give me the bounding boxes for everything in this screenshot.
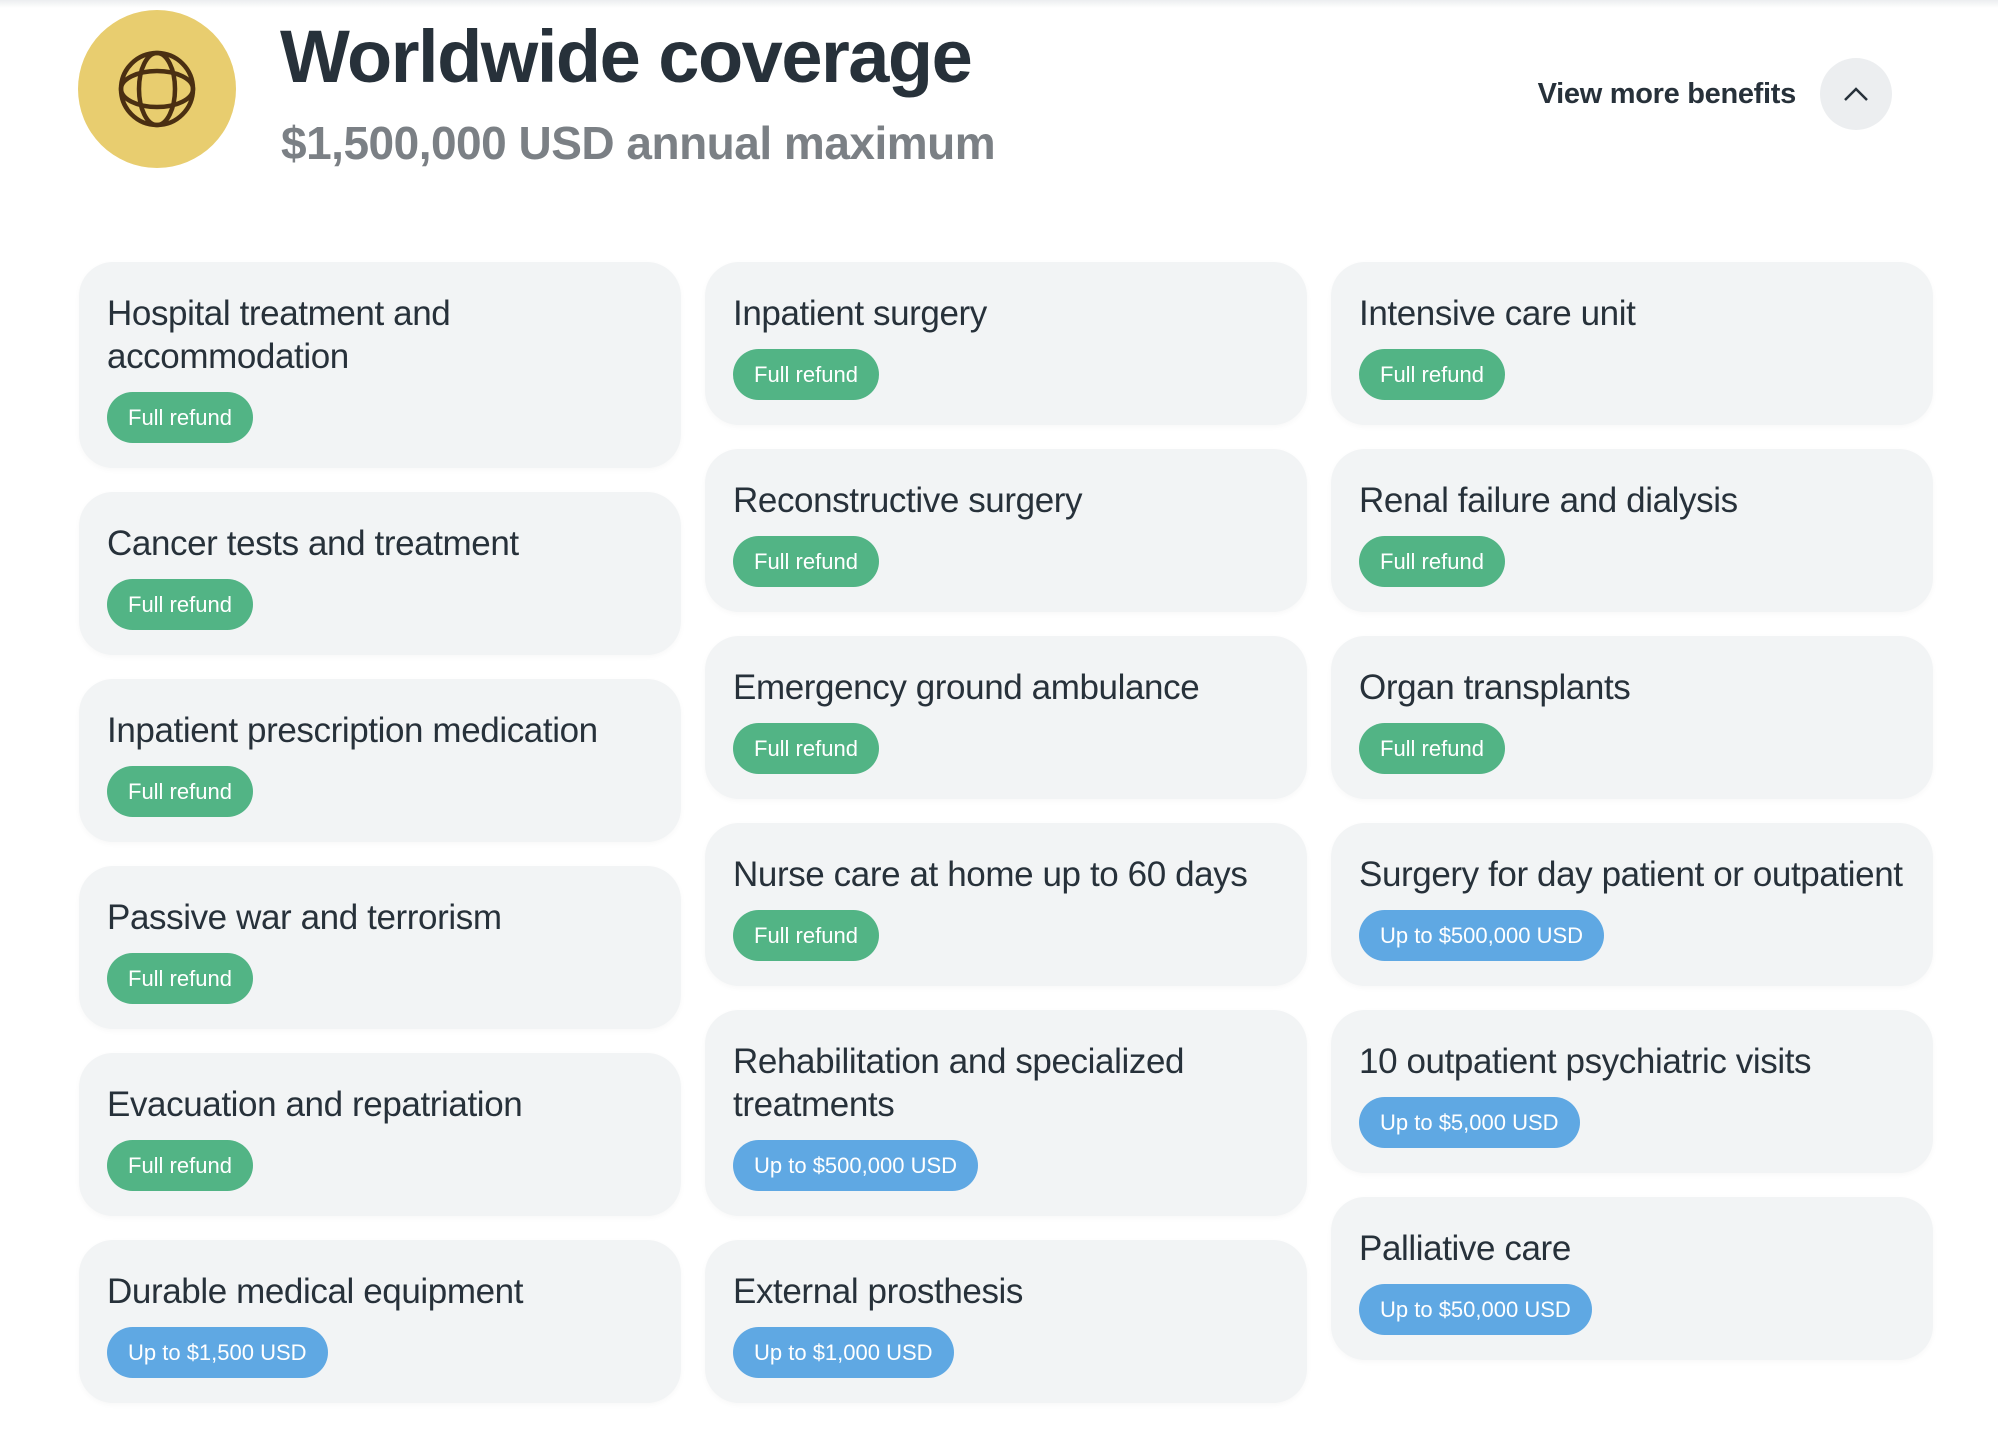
view-more-benefits-label[interactable]: View more benefits bbox=[1537, 77, 1797, 110]
benefit-title: Hospital treatment and accommodation bbox=[107, 294, 451, 376]
benefit-card: Rehabilitation and specialized treatment… bbox=[705, 1010, 1307, 1216]
benefit-title: Emergency ground ambulance bbox=[733, 668, 1200, 707]
full-refund-badge: Full refund bbox=[107, 392, 253, 443]
benefit-title: Palliative care bbox=[1359, 1229, 1571, 1268]
benefit-card: Durable medical equipment Up to $1,500 US… bbox=[79, 1240, 681, 1403]
benefits-grid: Hospital treatment and accommodation Full… bbox=[79, 262, 1933, 1403]
benefit-title: Cancer tests and treatment bbox=[107, 524, 519, 563]
benefit-card: Evacuation and repatriation Full refund bbox=[79, 1053, 681, 1216]
coverage-limit-badge: Up to $1,500 USD bbox=[107, 1327, 328, 1378]
benefit-title: Organ transplants bbox=[1359, 668, 1631, 707]
benefit-card: Surgery for day patient or outpatient Up … bbox=[1331, 823, 1933, 986]
benefit-title: Passive war and terrorism bbox=[107, 898, 502, 937]
full-refund-badge: Full refund bbox=[733, 536, 879, 587]
annual-maximum: $1,500,000 USD annual maximum bbox=[281, 117, 996, 169]
benefits-column: Intensive care unit Full refund Renal fail… bbox=[1331, 262, 1933, 1360]
chevron-up-icon bbox=[1844, 87, 1868, 101]
benefit-card: Passive war and terrorism Full refund bbox=[79, 866, 681, 1029]
coverage-limit-badge: Up to $50,000 USD bbox=[1359, 1284, 1592, 1335]
benefit-title: Renal failure and dialysis bbox=[1359, 481, 1738, 520]
collapse-button[interactable] bbox=[1820, 58, 1892, 130]
full-refund-badge: Full refund bbox=[107, 953, 253, 1004]
full-refund-badge: Full refund bbox=[107, 579, 253, 630]
benefit-title: Reconstructive surgery bbox=[733, 481, 1083, 520]
benefit-title: Durable medical equipment bbox=[107, 1272, 524, 1311]
full-refund-badge: Full refund bbox=[733, 349, 879, 400]
full-refund-badge: Full refund bbox=[107, 766, 253, 817]
globe-icon-badge bbox=[78, 10, 236, 168]
full-refund-badge: Full refund bbox=[1359, 349, 1505, 400]
coverage-limit-badge: Up to $5,000 USD bbox=[1359, 1097, 1580, 1148]
view-more-benefits-toggle[interactable]: View more benefits bbox=[1538, 58, 1892, 130]
benefit-title: 10 outpatient psychiatric visits bbox=[1359, 1042, 1812, 1081]
globe-icon bbox=[118, 50, 196, 128]
full-refund-badge: Full refund bbox=[733, 910, 879, 961]
benefit-card: Nurse care at home up to 60 days Full ref… bbox=[705, 823, 1307, 986]
benefit-card: Renal failure and dialysis Full refund bbox=[1331, 449, 1933, 612]
full-refund-badge: Full refund bbox=[1359, 536, 1505, 587]
benefit-card: Hospital treatment and accommodation Full… bbox=[79, 262, 681, 468]
benefit-card: 10 outpatient psychiatric visits Up to $5… bbox=[1331, 1010, 1933, 1173]
benefits-column: Inpatient surgery Full refund Reconstructi… bbox=[705, 262, 1307, 1403]
coverage-limit-badge: Up to $500,000 USD bbox=[1359, 910, 1605, 961]
benefit-title: Intensive care unit bbox=[1359, 294, 1636, 333]
full-refund-badge: Full refund bbox=[107, 1140, 253, 1191]
benefit-title: Evacuation and repatriation bbox=[107, 1085, 523, 1124]
benefit-card: External prosthesis Up to $1,000 USD bbox=[705, 1240, 1307, 1403]
full-refund-badge: Full refund bbox=[1359, 723, 1505, 774]
page-title: Worldwide coverage bbox=[280, 15, 973, 98]
benefit-title: Nurse care at home up to 60 days bbox=[733, 855, 1248, 894]
coverage-limit-badge: Up to $500,000 USD bbox=[733, 1140, 979, 1191]
benefit-card: Cancer tests and treatment Full refund bbox=[79, 492, 681, 655]
benefit-title: External prosthesis bbox=[733, 1272, 1024, 1311]
benefit-card: Reconstructive surgery Full refund bbox=[705, 449, 1307, 612]
coverage-limit-badge: Up to $1,000 USD bbox=[733, 1327, 954, 1378]
benefit-title: Surgery for day patient or outpatient bbox=[1359, 855, 1903, 894]
benefits-column: Hospital treatment and accommodation Full… bbox=[79, 262, 681, 1403]
benefit-card: Palliative care Up to $50,000 USD bbox=[1331, 1197, 1933, 1360]
benefit-card: Inpatient surgery Full refund bbox=[705, 262, 1307, 425]
benefit-card: Inpatient prescription medication Full re… bbox=[79, 679, 681, 842]
top-edge-shadow bbox=[0, 0, 1998, 8]
benefit-card: Organ transplants Full refund bbox=[1331, 636, 1933, 799]
benefit-title: Inpatient surgery bbox=[733, 294, 987, 333]
benefit-card: Emergency ground ambulance Full refund bbox=[705, 636, 1307, 799]
benefit-title: Rehabilitation and specialized treatment… bbox=[733, 1042, 1185, 1124]
benefit-card: Intensive care unit Full refund bbox=[1331, 262, 1933, 425]
full-refund-badge: Full refund bbox=[733, 723, 879, 774]
benefit-title: Inpatient prescription medication bbox=[107, 711, 598, 750]
